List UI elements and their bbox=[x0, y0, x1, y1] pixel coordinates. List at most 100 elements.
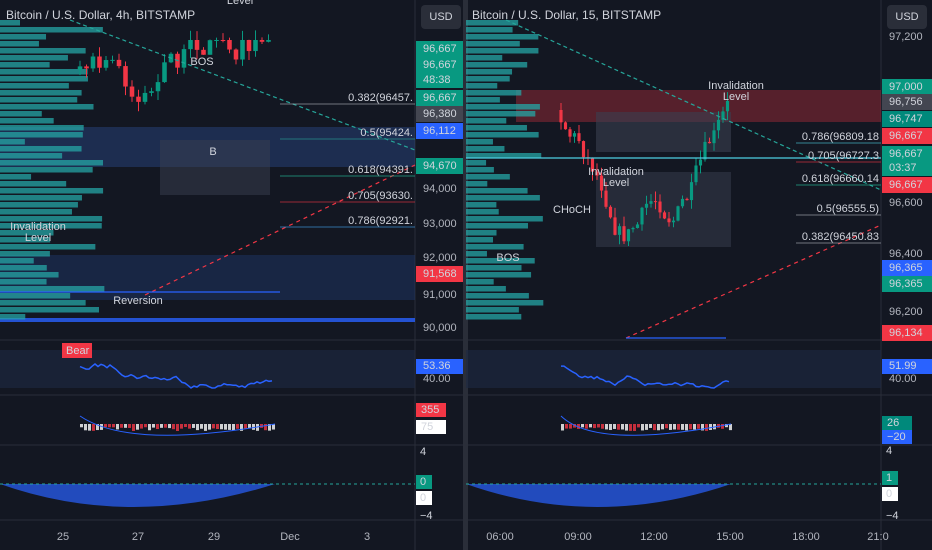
volume-profile-bar bbox=[466, 181, 488, 187]
candle-body bbox=[188, 40, 193, 50]
chart-title: Bitcoin / U.S. Dollar, 15, BITSTAMP bbox=[472, 8, 661, 22]
candle-body bbox=[694, 165, 698, 183]
price-label-bg bbox=[882, 177, 932, 193]
annotation: B bbox=[209, 146, 216, 158]
macd-bar bbox=[721, 424, 724, 429]
time-label: 21:0 bbox=[867, 531, 888, 543]
volume-profile-bar bbox=[466, 314, 522, 320]
macd-bar bbox=[605, 424, 608, 430]
price-label: 96,667 bbox=[889, 179, 923, 191]
rsi-label: 53.36 bbox=[423, 360, 451, 372]
macd-bar bbox=[136, 424, 139, 430]
macd-bar bbox=[677, 424, 680, 430]
fib-label: 0.5(96555.5) bbox=[817, 203, 879, 215]
macd-bar bbox=[120, 424, 123, 428]
price-label: 94,670 bbox=[423, 160, 457, 172]
volume-profile-bar bbox=[0, 104, 94, 110]
candle-body bbox=[568, 129, 572, 137]
macd-bar bbox=[200, 424, 203, 429]
macd-bar bbox=[637, 424, 640, 428]
currency-label[interactable]: USD bbox=[895, 11, 918, 23]
volume-profile-bar bbox=[466, 90, 522, 96]
macd-bar bbox=[573, 424, 576, 428]
zone bbox=[160, 140, 270, 195]
volume-profile-bar bbox=[0, 202, 78, 208]
price-label: 96,756 bbox=[889, 96, 923, 108]
price-label: 92,000 bbox=[423, 252, 457, 264]
macd-bar bbox=[140, 424, 143, 429]
price-label: 97,200 bbox=[889, 31, 923, 43]
candle-body bbox=[116, 59, 122, 67]
price-label-bg bbox=[416, 90, 463, 106]
fib-label: 0.382(96457. bbox=[348, 92, 413, 104]
candle-body bbox=[227, 40, 232, 50]
currency-button[interactable] bbox=[421, 5, 461, 29]
macd-line bbox=[79, 415, 276, 436]
annotation: Invalidation bbox=[588, 166, 644, 178]
fib-label: 0.382(96450.83 bbox=[802, 231, 879, 243]
volume-profile-bar bbox=[0, 139, 25, 145]
volume-profile-bar bbox=[466, 293, 529, 299]
macd-bar bbox=[709, 424, 712, 430]
macd-bar bbox=[84, 424, 87, 431]
volume-profile-bar bbox=[466, 272, 532, 278]
macd-bar bbox=[593, 424, 596, 429]
macd-label: −20 bbox=[887, 431, 906, 443]
volume-profile-bar bbox=[0, 55, 68, 61]
macd-bar bbox=[577, 424, 580, 429]
candle-body bbox=[725, 100, 730, 112]
candle-body bbox=[640, 207, 644, 225]
time-label: Dec bbox=[280, 531, 300, 543]
time-label: 27 bbox=[132, 531, 144, 543]
fib-label: 0.618(96660.14 bbox=[802, 173, 879, 185]
macd-bar bbox=[184, 424, 187, 428]
macd-bar bbox=[268, 424, 271, 431]
macd-bar bbox=[240, 424, 243, 431]
volume-profile-bar bbox=[466, 174, 510, 180]
volume-profile-bar bbox=[466, 279, 494, 285]
macd-bar bbox=[665, 424, 668, 429]
macd-bar bbox=[236, 424, 239, 429]
volume-profile-bar bbox=[0, 69, 88, 75]
volume-profile-bar bbox=[466, 104, 540, 110]
candle-body bbox=[149, 91, 154, 93]
currency-label[interactable]: USD bbox=[429, 11, 452, 23]
osc-label-bg bbox=[882, 471, 898, 485]
fib-label: 0.618(94391. bbox=[348, 164, 413, 176]
volume-profile-bar bbox=[466, 160, 487, 166]
macd-bar bbox=[697, 424, 700, 429]
macd-bar bbox=[252, 424, 255, 430]
price-label-bg bbox=[416, 106, 463, 122]
price-label: 91,000 bbox=[423, 289, 457, 301]
macd-bar bbox=[661, 424, 664, 430]
rsi-label: 51.99 bbox=[889, 360, 917, 372]
osc-label: 4 bbox=[886, 445, 892, 457]
rsi-label: 40.00 bbox=[889, 373, 917, 385]
macd-label: 26 bbox=[887, 417, 899, 429]
macd-bar bbox=[244, 424, 247, 429]
time-label: 06:00 bbox=[486, 531, 514, 543]
volume-profile-bar bbox=[466, 167, 494, 173]
price-label: 93,000 bbox=[423, 218, 457, 230]
price-label-bg bbox=[882, 128, 932, 144]
annotation: Level bbox=[227, 0, 253, 7]
annotation: Reversion bbox=[113, 295, 163, 307]
osc-label-bg bbox=[416, 475, 432, 489]
osc-area bbox=[466, 484, 731, 507]
volume-profile-bar bbox=[0, 223, 102, 229]
bear-badge bbox=[62, 343, 92, 358]
annotation: Level bbox=[603, 177, 629, 189]
candle-body bbox=[84, 66, 89, 69]
candle-body bbox=[240, 40, 245, 60]
price-label: 96,380 bbox=[423, 108, 457, 120]
currency-button[interactable] bbox=[887, 5, 927, 29]
price-label-bg bbox=[416, 158, 463, 174]
price-label: 96,112 bbox=[423, 125, 456, 137]
osc-label: 1 bbox=[886, 472, 892, 484]
volume-profile-bar bbox=[466, 48, 539, 54]
macd-bar bbox=[561, 424, 564, 431]
macd-bar bbox=[124, 424, 127, 428]
macd-bar bbox=[152, 424, 155, 428]
macd-bar bbox=[597, 424, 600, 428]
macd-bar bbox=[188, 424, 191, 429]
